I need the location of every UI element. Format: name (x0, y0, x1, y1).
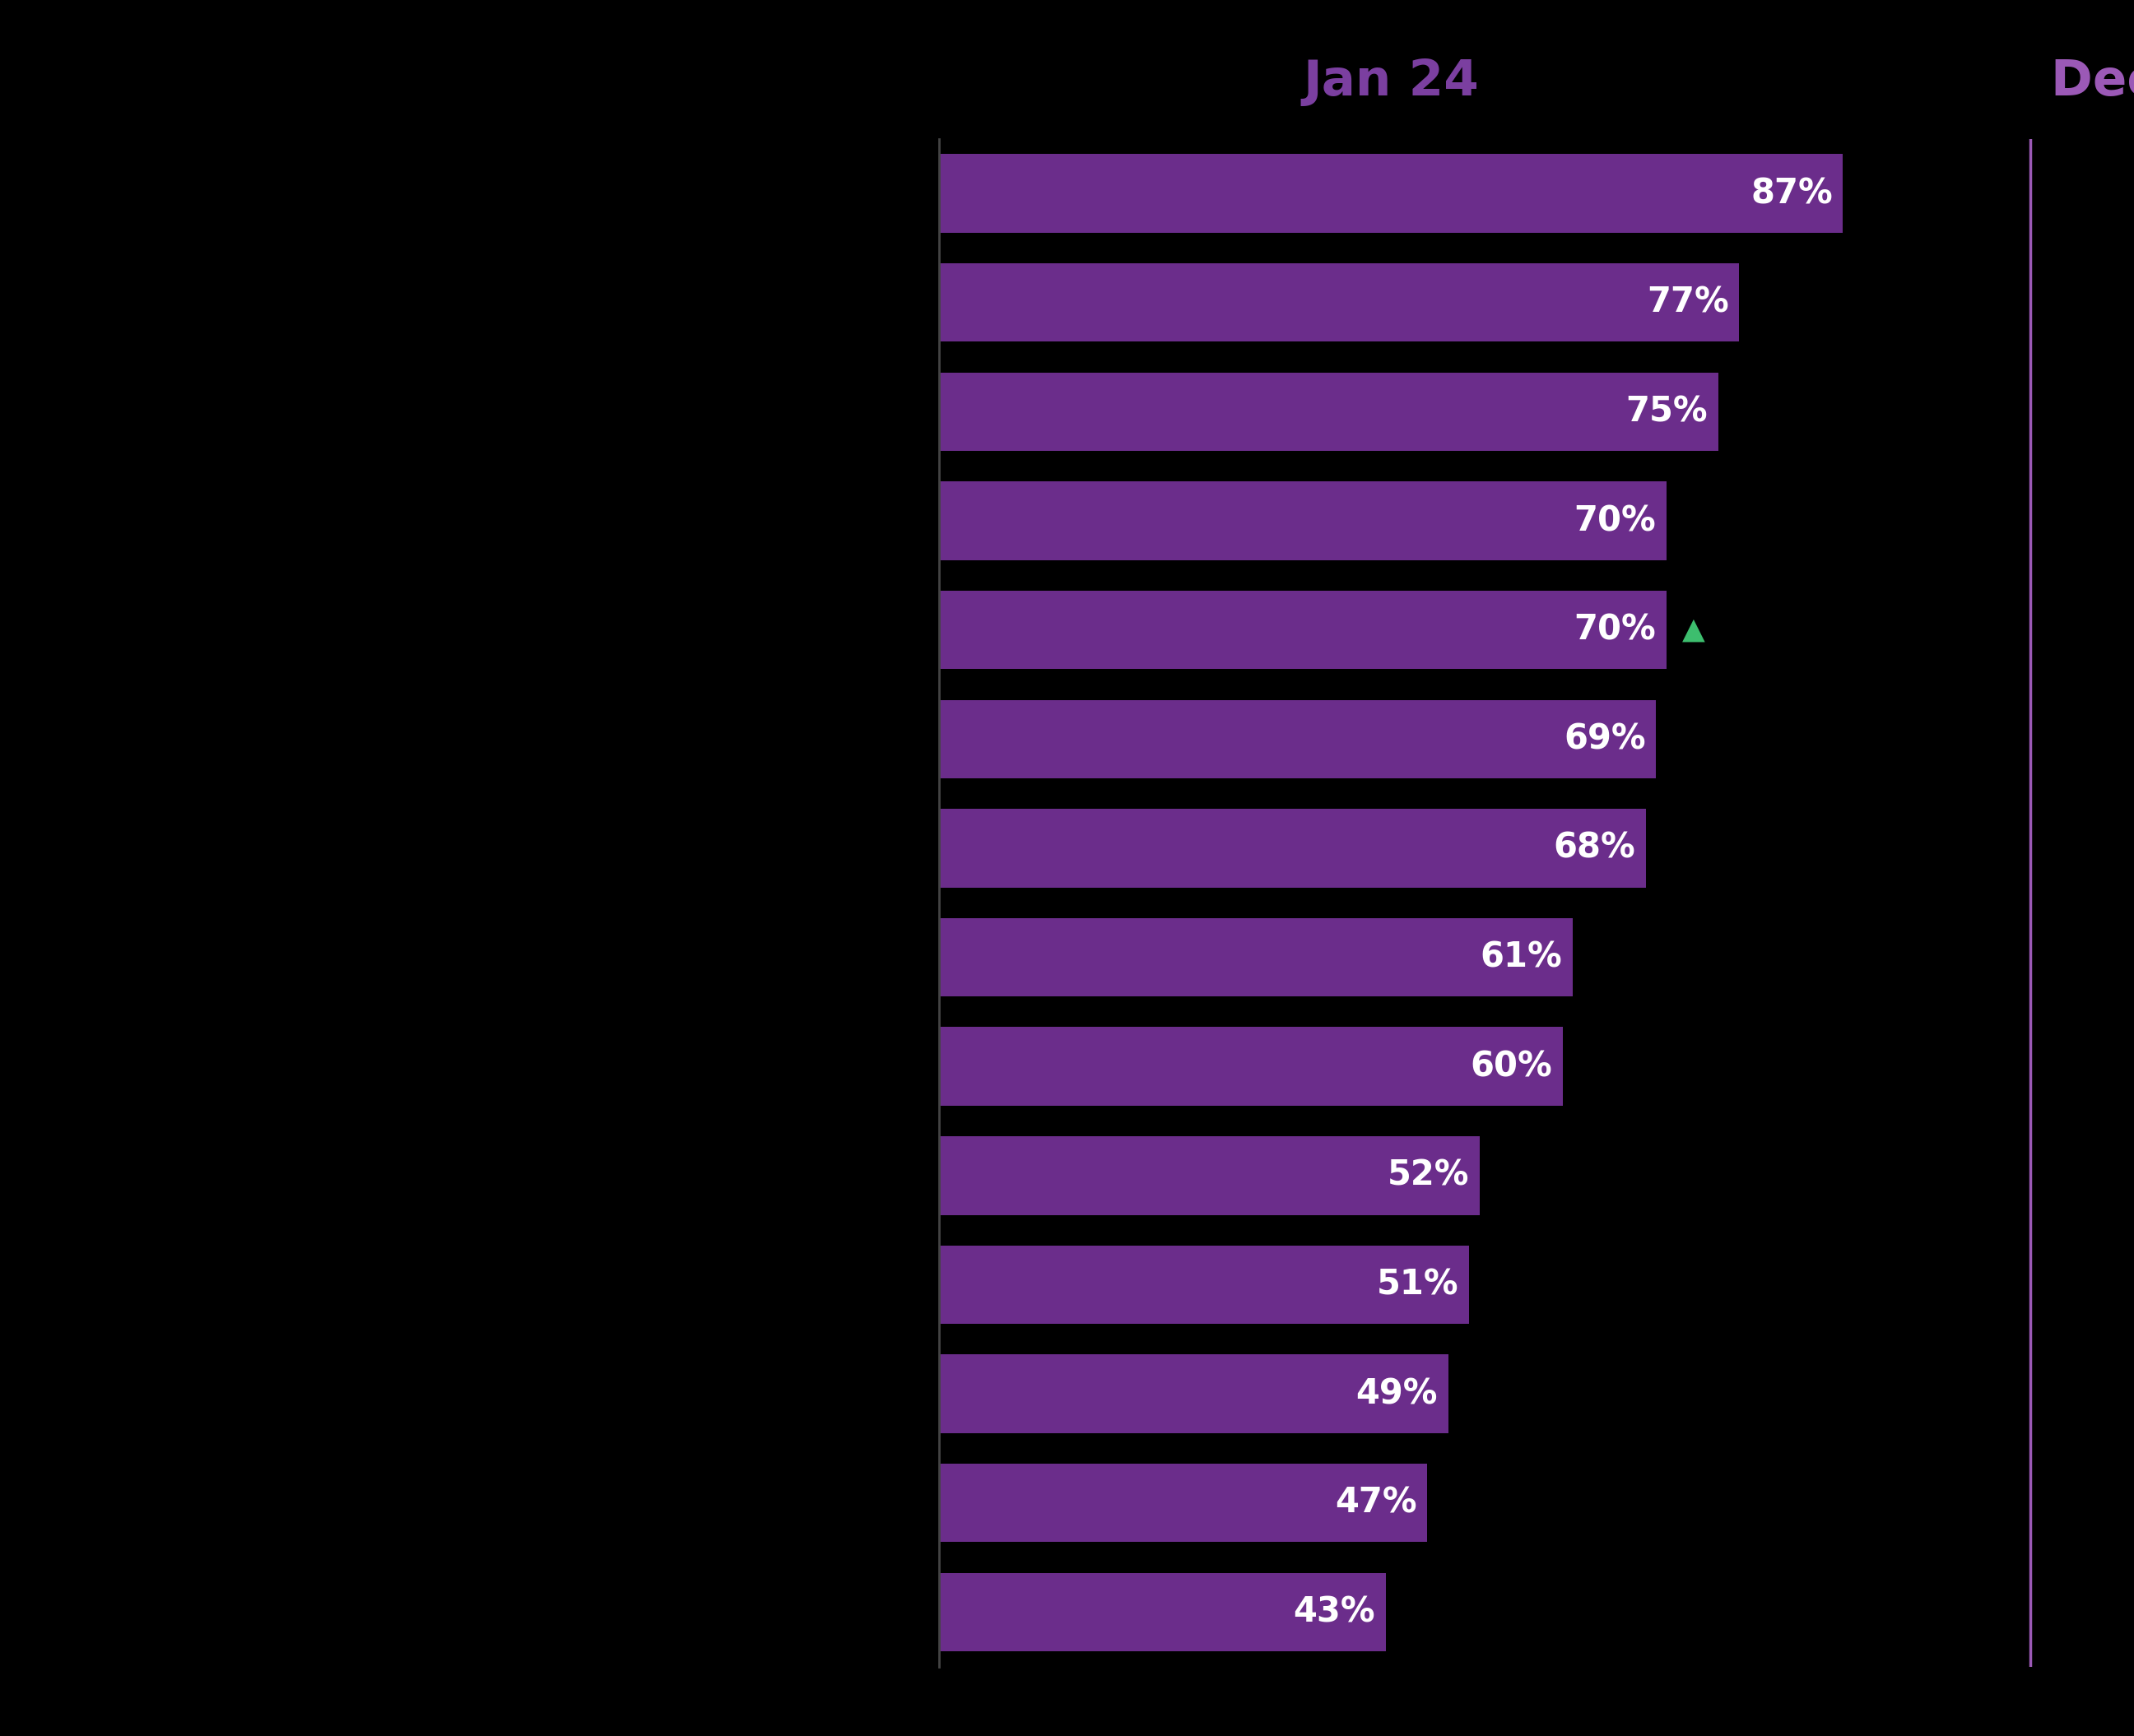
Bar (939, 1245, 1468, 1325)
Bar (939, 700, 1656, 778)
Bar (939, 1137, 1479, 1215)
Text: Jan 24: Jan 24 (1304, 57, 1479, 106)
Text: 70%: 70% (1575, 503, 1656, 538)
Text: 60%: 60% (1470, 1049, 1551, 1083)
Bar (939, 264, 1739, 342)
Bar (939, 1354, 1449, 1432)
Bar (939, 373, 1718, 451)
Text: Dec 23: Dec 23 (2051, 57, 2134, 106)
Text: 43%: 43% (1293, 1595, 1376, 1630)
Bar (939, 918, 1573, 996)
Text: 51%: 51% (1376, 1267, 1458, 1302)
Text: 87%: 87% (1750, 175, 1833, 210)
Text: 52%: 52% (1387, 1158, 1468, 1193)
Text: ▲: ▲ (1682, 616, 1705, 644)
Text: 49%: 49% (1355, 1377, 1438, 1411)
Bar (939, 590, 1667, 668)
Bar (939, 1028, 1562, 1106)
Text: 61%: 61% (1481, 939, 1562, 974)
Bar (939, 1573, 1385, 1651)
Text: 75%: 75% (1626, 394, 1707, 429)
Bar (939, 155, 1844, 233)
Text: 68%: 68% (1554, 832, 1635, 866)
Text: 77%: 77% (1647, 285, 1729, 319)
Text: 47%: 47% (1336, 1486, 1417, 1521)
Bar (939, 809, 1645, 887)
Bar (939, 481, 1667, 561)
Bar (939, 1463, 1428, 1542)
Text: 70%: 70% (1575, 613, 1656, 648)
Text: 69%: 69% (1564, 722, 1645, 757)
